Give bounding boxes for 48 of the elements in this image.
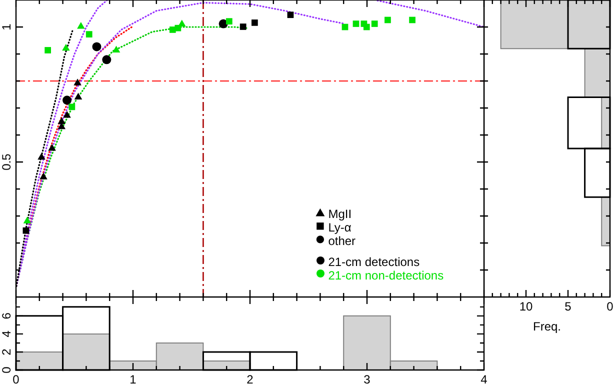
point	[62, 96, 72, 105]
point	[226, 18, 232, 25]
point	[363, 24, 370, 30]
point	[252, 20, 258, 26]
point	[23, 216, 32, 224]
x-tick-label: 5	[564, 299, 572, 314]
x-tick-label: 1	[130, 372, 137, 386]
x-tick-label: 10	[519, 299, 533, 314]
y-tick-label: 1	[0, 23, 14, 30]
point	[240, 24, 246, 30]
point	[63, 111, 71, 118]
point	[352, 20, 360, 27]
point	[92, 42, 102, 52]
point	[371, 20, 378, 27]
point	[22, 227, 30, 234]
point	[48, 144, 56, 151]
point	[74, 92, 82, 100]
point	[62, 44, 70, 51]
legend-label: Ly-α	[328, 220, 352, 234]
point	[102, 55, 112, 64]
legend-label: other	[328, 234, 356, 248]
y-tick-label: 0	[0, 366, 14, 374]
point	[174, 24, 182, 32]
x-axis-title: Freq.	[532, 319, 562, 334]
point	[77, 22, 85, 29]
x-tick-label: 4	[480, 372, 488, 386]
point	[384, 16, 391, 24]
point	[112, 46, 120, 52]
annotation: 21-cm non-detections	[328, 268, 444, 282]
point	[86, 31, 92, 38]
legend-label: MgII	[328, 207, 352, 222]
y-tick-label: 0.5	[0, 153, 14, 170]
x-tick-label: 2	[246, 372, 254, 386]
y-tick-label: 6	[0, 312, 14, 320]
x-tick-label: 3	[364, 372, 371, 386]
point	[38, 152, 46, 160]
x-tick-label: 0	[606, 299, 614, 314]
point	[44, 47, 52, 54]
y-tick-label: 4	[0, 330, 14, 338]
point	[74, 78, 82, 86]
point	[287, 12, 294, 18]
y-tick-label: 2	[0, 348, 14, 356]
point	[178, 20, 186, 27]
point	[409, 16, 416, 24]
point	[68, 104, 76, 110]
point	[40, 172, 48, 180]
annotation: 21-cm detections	[328, 255, 420, 270]
point	[58, 117, 66, 124]
